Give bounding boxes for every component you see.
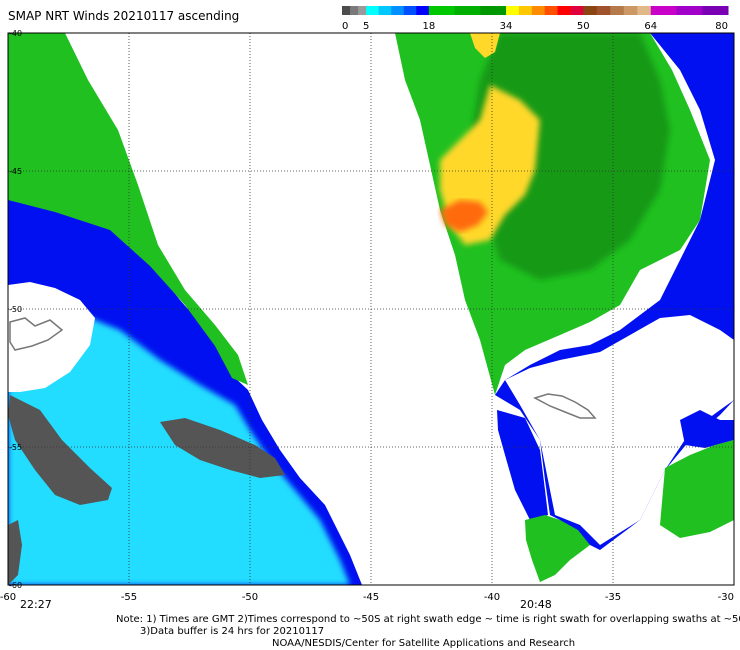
- color-scale-swatch-3-1: [518, 6, 533, 15]
- latitude-label: -60: [9, 581, 22, 590]
- color-scale-swatch-5-1: [676, 6, 703, 15]
- color-scale-swatch-4-2: [610, 6, 625, 15]
- footnote-line-1: Note: 1) Times are GMT 2)Times correspon…: [116, 614, 740, 625]
- wind-field: [8, 33, 734, 585]
- color-scale-swatch-0-0: [342, 6, 351, 15]
- latitude-label: -40: [9, 29, 22, 38]
- color-scale-swatch-4-0: [583, 6, 598, 15]
- wind-speed-color-scale: 0 5 18 34 50 64 80: [342, 6, 729, 32]
- right-swath-gap-region: [505, 315, 734, 545]
- color-scale-swatch-1-2: [391, 6, 405, 15]
- color-scale-swatch-3-0: [506, 6, 520, 15]
- longitude-label: -45: [363, 592, 379, 603]
- longitude-label: -55: [121, 592, 137, 603]
- longitude-label: -30: [718, 592, 734, 603]
- right-swath-orange-region: [440, 200, 488, 232]
- color-scale-label-18: 18: [422, 21, 435, 32]
- left-swath-green-region: [8, 33, 248, 385]
- right-swath-yellow-top: [470, 33, 500, 58]
- color-scale-swatch-0-2: [358, 6, 367, 15]
- color-scale-label-64: 64: [644, 21, 657, 32]
- footnote-line-2: 3)Data buffer is 24 hrs for 20210117: [140, 626, 325, 637]
- color-scale-label-0: 0: [342, 21, 348, 32]
- color-scale-swatch-4-3: [623, 6, 638, 15]
- left-swath-calm-region-3: [8, 520, 22, 585]
- swath-time-right: 20:48: [520, 598, 552, 611]
- color-scale-label-80: 80: [715, 21, 728, 32]
- footnote-line-3: NOAA/NESDIS/Center for Satellite Applica…: [272, 638, 576, 649]
- color-scale-swatch-3-4: [557, 6, 571, 15]
- longitude-label: -50: [242, 592, 258, 603]
- axis-labels: -60 -55 -50 -45 -40 -35 -30 -40 -45 -50 -55 -60: [0, 29, 734, 603]
- swath-time-left: 22:27: [20, 598, 52, 611]
- color-scale-swatch-3-2: [531, 6, 546, 15]
- color-scale-label-34: 34: [500, 21, 513, 32]
- left-swath: [8, 33, 362, 585]
- land-outline-west: [9, 317, 64, 351]
- latitude-label: -45: [9, 167, 22, 176]
- color-scale-label-50: 50: [577, 21, 590, 32]
- color-scale-swatch-1-1: [378, 6, 392, 15]
- latitude-label: -55: [9, 443, 22, 452]
- right-swath-dark-green-region: [470, 33, 670, 280]
- right-swath-lower-green-1: [525, 515, 590, 582]
- color-scale-swatch-3-5: [570, 6, 584, 15]
- color-scale-swatch-2-0: [428, 6, 456, 15]
- right-swath-east-green: [660, 440, 734, 538]
- color-scale-swatch-3-3: [544, 6, 559, 15]
- longitude-label: -40: [484, 592, 500, 603]
- right-swath-east-blue: [680, 410, 734, 448]
- map-grid: [8, 33, 734, 585]
- color-scale-swatch-1-4: [416, 6, 430, 15]
- right-swath-lower-blue: [497, 410, 548, 520]
- left-swath-calm-region-2: [160, 418, 285, 478]
- color-scale-swatch-2-2: [480, 6, 507, 15]
- color-scale-swatch-2-1: [454, 6, 481, 15]
- color-scale-swatch-5-0: [650, 6, 678, 15]
- color-scale-swatch-4-1: [596, 6, 611, 15]
- right-swath: [395, 33, 734, 582]
- latitude-label: -50: [9, 305, 22, 314]
- map-frame: [7, 32, 735, 586]
- land-outline-georgia: [533, 393, 597, 419]
- color-scale-swatch-1-3: [403, 6, 417, 15]
- left-swath-calm-region-1: [8, 395, 112, 505]
- longitude-label: -35: [605, 592, 621, 603]
- color-scale-swatch-0-1: [350, 6, 359, 15]
- color-scale-labels: 0 5 18 34 50 64 80: [342, 21, 728, 32]
- color-scale-swatch-1-0: [366, 6, 380, 15]
- color-scale-swatch-5-2: [702, 6, 729, 15]
- color-scale-swatch-4-4: [637, 6, 652, 15]
- map-title: SMAP NRT Winds 20210117 ascending: [8, 9, 240, 23]
- longitude-label: -60: [0, 592, 16, 603]
- color-scale-label-5: 5: [363, 21, 369, 32]
- color-scale-bands: [342, 6, 729, 15]
